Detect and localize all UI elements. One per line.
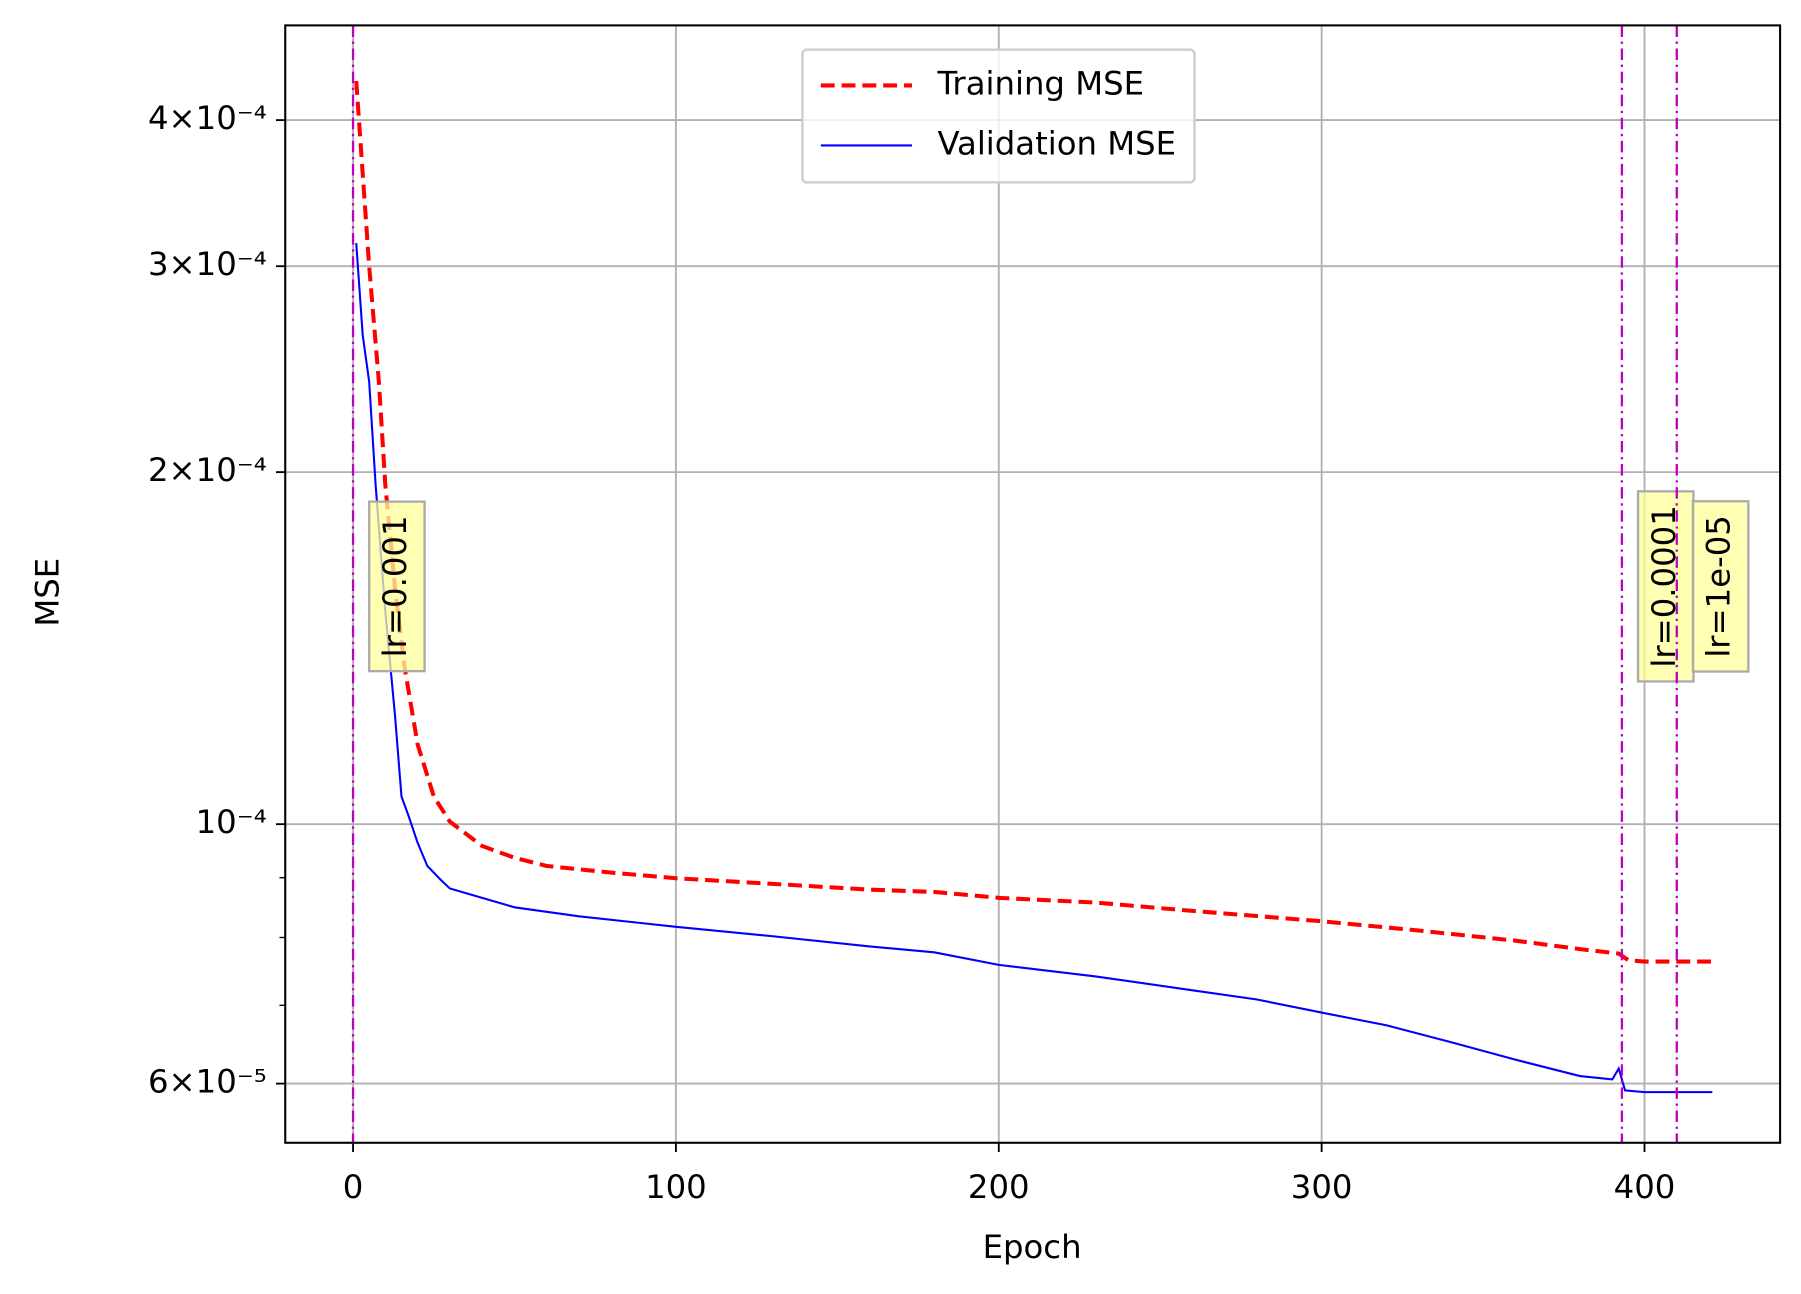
annotation-box [1636,490,1695,683]
data-line [355,243,1713,1094]
y-tick-label: 6×10⁻⁵ [148,1063,267,1101]
y-axis-label: MSE [29,558,67,627]
data-line [354,80,1713,964]
y-tick-label: 10⁻⁴ [196,803,267,841]
x-tick-label: 100 [645,1168,707,1206]
annotation: lr=0.001 [376,515,414,657]
annotation-box [368,500,426,673]
x-axis-label: Epoch [983,1228,1082,1266]
x-tick-label: 300 [1291,1168,1353,1206]
plot-frame [284,24,1782,1144]
legend-label: Validation MSE [937,124,1176,162]
legend: Training MSE Validation MSE [801,48,1196,184]
legend-label: Training MSE [936,64,1144,102]
annotation: lr=1e-05 [1700,515,1738,658]
x-tick-label: 400 [1614,1168,1676,1206]
y-tick-label: 2×10⁻⁴ [148,451,267,489]
x-tick-label: 0 [343,1168,364,1206]
x-tick-label: 200 [968,1168,1030,1206]
legend-box [801,48,1196,184]
y-tick-label: 4×10⁻⁴ [148,99,267,137]
y-tick-label: 3×10⁻⁴ [148,245,267,283]
annotation-box [1691,500,1750,673]
